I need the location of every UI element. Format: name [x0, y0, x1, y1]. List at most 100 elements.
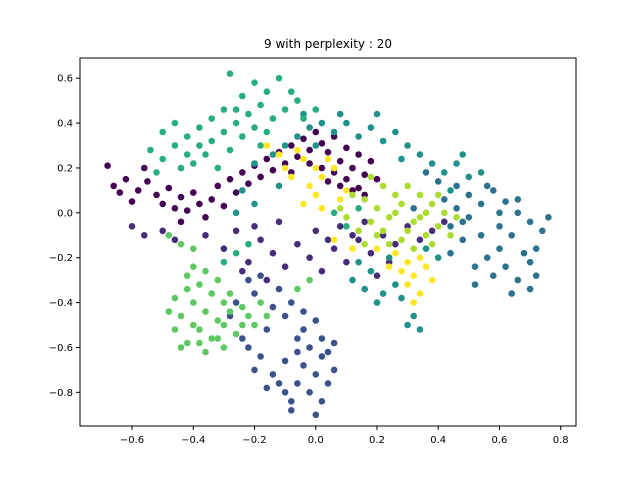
scatter-point	[232, 249, 240, 257]
scatter-point	[190, 321, 197, 329]
scatter-point	[447, 187, 454, 194]
scatter-point	[367, 249, 375, 257]
scatter-point	[153, 169, 160, 176]
scatter-point	[281, 106, 289, 113]
y-tick-label: −0.2	[49, 253, 73, 264]
scatter-point	[232, 299, 240, 306]
scatter-point	[318, 398, 326, 405]
scatter-point	[349, 232, 356, 239]
scatter-point	[177, 312, 185, 320]
scatter-point	[300, 362, 307, 369]
scatter-point	[257, 353, 264, 360]
scatter-point	[165, 232, 173, 239]
scatter-point	[496, 209, 503, 217]
scatter-point	[281, 142, 289, 149]
scatter-point	[361, 196, 369, 203]
scatter-point	[281, 263, 289, 271]
scatter-point	[245, 110, 252, 118]
scatter-point	[177, 344, 185, 351]
scatter-point	[226, 146, 234, 154]
scatter-point	[306, 146, 313, 154]
scatter-point	[453, 160, 460, 167]
scatter-point	[251, 79, 258, 86]
scatter-point	[306, 276, 313, 284]
scatter-point	[288, 398, 295, 405]
scatter-point	[141, 164, 148, 172]
scatter-point	[385, 254, 393, 261]
scatter-point	[447, 249, 454, 257]
scatter-point	[465, 191, 473, 199]
scatter-point	[532, 245, 540, 252]
scatter-point	[306, 254, 313, 261]
scatter-point	[171, 236, 179, 244]
scatter-point	[545, 214, 552, 221]
scatter-point	[245, 180, 252, 187]
scatter-point	[269, 115, 277, 122]
scatter-point	[144, 178, 151, 185]
scatter-point	[416, 326, 424, 333]
scatter-point	[220, 299, 228, 306]
scatter-point	[196, 281, 203, 288]
scatter-point	[514, 196, 522, 203]
scatter-point	[330, 339, 338, 347]
scatter-point	[202, 348, 209, 356]
scatter-point	[263, 384, 271, 392]
scatter-point	[300, 155, 307, 163]
scatter-point	[251, 321, 258, 329]
scatter-point	[116, 189, 124, 196]
scatter-point	[214, 317, 222, 324]
scatter-point	[294, 240, 301, 248]
scatter-point	[404, 227, 411, 235]
scatter-point	[226, 175, 234, 183]
scatter-point	[220, 245, 228, 252]
scatter-point	[312, 411, 320, 419]
scatter-point	[257, 173, 264, 181]
scatter-point	[367, 267, 375, 275]
scatter-point	[281, 164, 289, 172]
scatter-point	[318, 267, 326, 275]
scatter-point	[398, 155, 405, 163]
y-tick-label: −0.6	[49, 343, 73, 354]
scatter-point	[294, 285, 301, 293]
scatter-point	[373, 205, 381, 212]
scatter-point	[177, 164, 185, 172]
scatter-point	[196, 339, 203, 347]
scatter-point	[404, 182, 411, 190]
scatter-point	[526, 218, 534, 226]
scatter-point	[190, 245, 197, 252]
scatter-point	[257, 142, 264, 149]
scatter-point	[232, 119, 240, 127]
scatter-point	[496, 223, 503, 230]
scatter-point	[361, 171, 369, 178]
y-tick-label: 0.0	[57, 208, 73, 219]
scatter-point	[428, 240, 436, 248]
scatter-point	[373, 175, 381, 183]
scatter-point	[300, 326, 307, 333]
scatter-point	[428, 276, 436, 284]
scatter-point	[324, 348, 332, 356]
scatter-point	[459, 236, 467, 244]
scatter-point	[171, 142, 179, 149]
scatter-point	[404, 258, 411, 266]
scatter-point	[232, 330, 240, 338]
scatter-point	[269, 371, 277, 378]
scatter-point	[324, 178, 332, 185]
scatter-point	[318, 140, 326, 147]
scatter-point	[190, 263, 197, 271]
scatter-point	[410, 312, 418, 320]
scatter-point	[379, 227, 387, 235]
scatter-point	[263, 312, 271, 320]
scatter-point	[385, 214, 393, 221]
scatter-point	[220, 106, 228, 113]
x-axis: −0.6 −0.4 −0.2 0.0 0.2 0.4 0.6 0.8	[120, 426, 569, 446]
scatter-point	[269, 166, 277, 174]
scatter-point	[214, 182, 222, 190]
scatter-point	[367, 124, 375, 131]
scatter-point	[141, 232, 148, 239]
scatter-point	[312, 317, 320, 324]
scatter-point	[465, 214, 473, 221]
scatter-point	[294, 153, 301, 160]
scatter-point	[422, 263, 430, 271]
